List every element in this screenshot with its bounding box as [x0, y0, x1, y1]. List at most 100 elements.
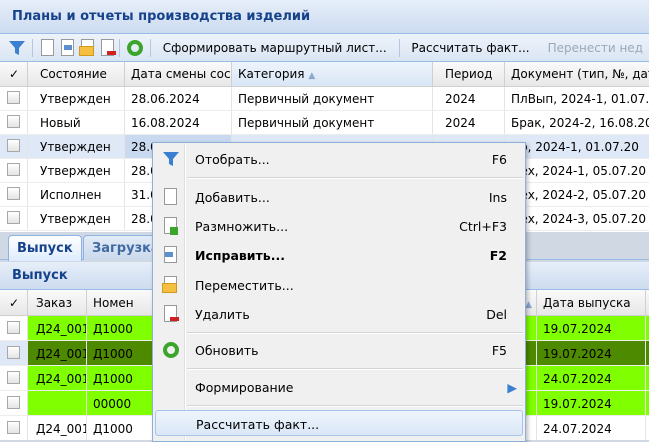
move-icon[interactable]: [79, 38, 94, 57]
menu-item[interactable]: Формирование ▶: [155, 374, 523, 400]
select-all-checkbox[interactable]: ✓: [0, 290, 28, 315]
row-checkbox[interactable]: [7, 211, 20, 224]
menu-item-label: Удалить: [195, 307, 250, 322]
copy-icon[interactable]: [59, 38, 74, 57]
sort-asc-icon: ▲: [308, 71, 316, 81]
table-cell: Утвержден: [28, 87, 125, 110]
row-checkbox[interactable]: [7, 91, 20, 104]
row-checkbox[interactable]: [7, 115, 20, 128]
date-cell: 19.07.2024: [537, 316, 646, 340]
submenu-arrow-icon: ▶: [507, 380, 517, 395]
table-cell: Утвержден: [28, 135, 125, 158]
menu-item[interactable]: Размножить... Ctrl+F3: [155, 213, 523, 239]
table-cell: Пр, 2024-1, 01.07.20: [505, 135, 649, 158]
copy-icon: [162, 217, 180, 235]
refresh-icon: [162, 341, 180, 359]
order-cell: Д24_001: [28, 416, 87, 440]
date-cell: 19.07.2024: [537, 341, 646, 365]
menu-item[interactable]: Рассчитать факт...: [155, 410, 523, 436]
menu-item-label: Добавить...: [195, 190, 270, 205]
date-cell: 24.07.2024: [537, 366, 646, 390]
table-cell: Утвержден: [28, 159, 125, 182]
menu-item-label: Отобрать...: [195, 152, 270, 167]
row-checkbox[interactable]: [7, 371, 20, 384]
menu-separator: [187, 368, 523, 370]
menu-separator: [187, 332, 523, 334]
table-cell: Новый: [28, 111, 125, 134]
table-cell: Исполнен: [28, 183, 125, 206]
table-cell: Первичный документ: [232, 111, 433, 134]
table-cell: 16.08.2024: [125, 111, 232, 134]
delete-icon: [162, 305, 180, 323]
table-row[interactable]: Утвержден 28.06.2024 Первичный документ 202…: [0, 87, 649, 111]
column-header[interactable]: Дата смены сост: [125, 62, 232, 86]
filter-icon: [162, 150, 180, 168]
order-cell: Д24_001: [28, 316, 87, 340]
order-cell: Д24_001: [28, 366, 87, 390]
table-cell: Утвержден: [28, 207, 125, 230]
menu-item[interactable]: Переместить...: [155, 272, 523, 298]
row-checkbox[interactable]: [7, 421, 20, 434]
order-cell: [28, 391, 87, 415]
menu-item[interactable]: Исправить... F2: [155, 242, 523, 268]
add-icon: [162, 188, 180, 206]
table-cell: Цех, 2024-2, 05.07.20: [505, 183, 649, 206]
table-cell: Цех, 2024-1, 05.07.20: [505, 159, 649, 182]
table-cell: ПлВып, 2024-1, 01.07.2: [505, 87, 649, 110]
table-cell: Брак, 2024-2, 16.08.202: [505, 111, 649, 134]
menu-item[interactable]: Удалить Del: [155, 301, 523, 327]
menu-item-label: Исправить...: [195, 248, 285, 263]
column-header[interactable]: Период: [433, 62, 505, 86]
column-header[interactable]: Заказ: [28, 290, 87, 315]
filter-icon[interactable]: [8, 39, 26, 57]
menu-item-shortcut: F2: [489, 248, 507, 263]
date-cell: 24.07.2024: [537, 416, 646, 440]
plans-grid: ✓ Состояние Дата смены сост Категория ▲ …: [0, 62, 649, 232]
refresh-icon[interactable]: [126, 39, 144, 57]
row-checkbox[interactable]: [7, 321, 20, 334]
row-checkbox[interactable]: [7, 163, 20, 176]
table-cell: Цех, 2024-3, 05.07.20: [505, 207, 649, 230]
table-row[interactable]: Новый 16.08.2024 Первичный документ 2024 Бра…: [0, 111, 649, 135]
menu-item-label: Формирование: [195, 380, 294, 395]
menu-item[interactable]: Отобрать... F6: [155, 146, 523, 172]
menu-item-shortcut: Ins: [488, 190, 507, 205]
menu-item-shortcut: F5: [491, 343, 507, 358]
menu-item-label: Переместить...: [195, 278, 294, 293]
menu-item[interactable]: Обновить F5: [155, 337, 523, 363]
column-header[interactable]: Состояние: [28, 62, 125, 86]
column-header[interactable]: Документ (тип, №, дат: [505, 62, 649, 86]
add-icon[interactable]: [39, 38, 54, 57]
sort-asc-icon: ▲: [525, 300, 532, 310]
menu-item[interactable]: Добавить... Ins: [155, 184, 523, 210]
menu-item-label: Рассчитать факт...: [196, 417, 320, 432]
tab-vypusk[interactable]: Выпуск: [8, 235, 82, 261]
row-checkbox[interactable]: [7, 396, 20, 409]
select-all-checkbox[interactable]: ✓: [0, 62, 28, 86]
table-cell: Первичный документ: [232, 87, 433, 110]
row-checkbox[interactable]: [7, 139, 20, 152]
row-checkbox[interactable]: [7, 346, 20, 359]
date-cell: 19.07.2024: [537, 391, 646, 415]
row-checkbox[interactable]: [7, 187, 20, 200]
menu-item-shortcut: F6: [491, 152, 507, 167]
menu-item-shortcut: Ctrl+F3: [459, 219, 507, 234]
order-cell: Д24_001: [28, 341, 87, 365]
menu-item-shortcut: Del: [486, 307, 507, 322]
menu-item-label: Обновить: [195, 343, 259, 358]
header-row: ✓ Состояние Дата смены сост Категория ▲ …: [0, 62, 649, 87]
menu-separator: [187, 177, 523, 179]
menu-separator: [187, 405, 523, 407]
panel-title: Планы и отчеты производства изделий: [0, 0, 649, 34]
calc-fact-button[interactable]: Рассчитать факт...: [411, 40, 530, 55]
edit-icon: [162, 246, 180, 264]
delete-icon[interactable]: [99, 38, 117, 57]
column-header-sorted[interactable]: Категория ▲: [232, 62, 433, 86]
table-cell: 28.06.2024: [125, 87, 232, 110]
route-sheet-button[interactable]: Сформировать маршрутный лист...: [162, 40, 387, 55]
table-cell: 2024: [433, 87, 505, 110]
menu-item-label: Размножить...: [195, 219, 289, 234]
column-header[interactable]: Дата выпуска: [537, 290, 646, 315]
context-menu: Отобрать... F6 Добавить... Ins Размножить...…: [152, 142, 526, 442]
transfer-button: Перенести нед: [547, 40, 643, 55]
